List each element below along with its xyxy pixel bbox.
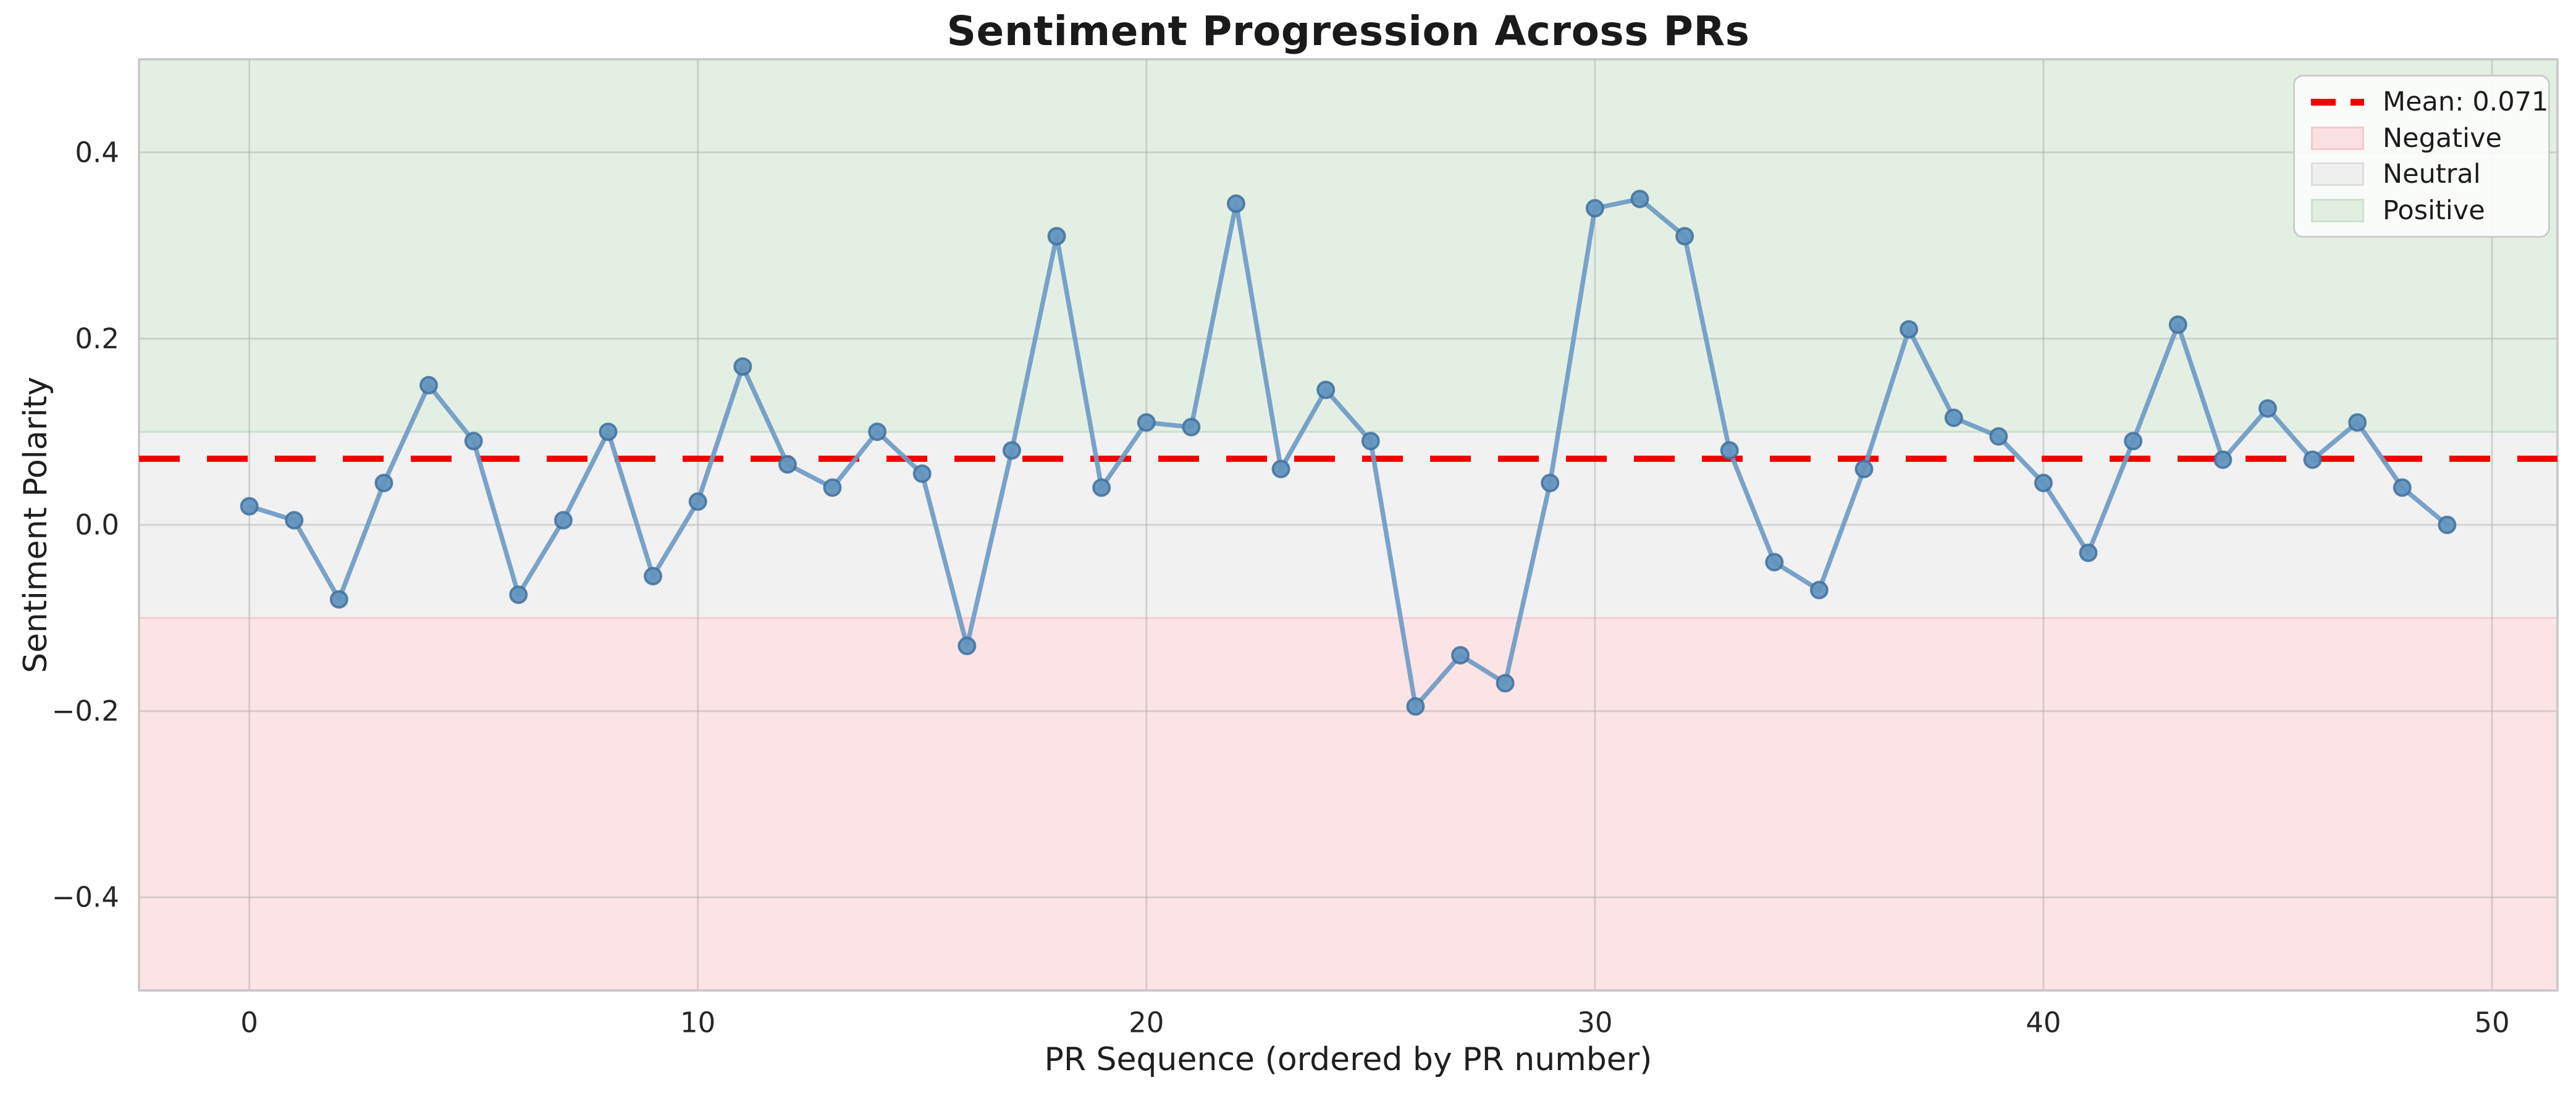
data-point (1361, 432, 1380, 451)
negative-band (139, 618, 2557, 990)
data-point (1720, 441, 1739, 460)
data-point (1451, 646, 1470, 665)
data-point (2348, 413, 2367, 432)
neutral-patch-swatch (2311, 162, 2364, 186)
y-tick-label: 0.4 (75, 136, 119, 169)
data-point (1137, 413, 1156, 432)
data-point (912, 464, 932, 484)
positive-patch-swatch (2311, 198, 2364, 222)
data-point (509, 585, 528, 605)
x-tick-label: 50 (2474, 1007, 2509, 1039)
data-point (599, 422, 618, 442)
data-point (688, 492, 707, 511)
data-point (2124, 432, 2143, 451)
negative-patch-swatch (2311, 126, 2364, 150)
data-point (240, 496, 259, 516)
x-tick-label: 10 (680, 1007, 715, 1039)
data-point (2258, 399, 2277, 418)
data-point (644, 566, 663, 585)
data-point (1944, 408, 1963, 427)
data-point (2303, 450, 2322, 469)
y-tick-label: −0.4 (52, 881, 119, 914)
data-point (285, 511, 304, 530)
legend-label: Positive (2383, 195, 2485, 226)
data-point (1585, 199, 1604, 218)
data-point (778, 454, 797, 474)
data-point (2393, 478, 2412, 497)
x-tick-label: 40 (2026, 1007, 2061, 1039)
data-point (1630, 190, 1649, 209)
data-point (554, 511, 573, 530)
data-point (1047, 227, 1066, 246)
data-point (1002, 441, 1021, 460)
data-point (868, 422, 887, 442)
legend-item-positive: Positive (2311, 195, 2532, 226)
data-point (419, 375, 439, 395)
data-point (1989, 427, 2008, 446)
data-point (1092, 478, 1111, 497)
data-point (2034, 474, 2053, 493)
data-point (733, 357, 752, 376)
chart-title: Sentiment Progression Across PRs (946, 7, 1750, 55)
data-point (1900, 320, 1919, 339)
data-point (1765, 553, 1784, 572)
positive-band (139, 59, 2557, 432)
data-point (464, 432, 483, 451)
data-point (1809, 580, 1829, 600)
data-point (1541, 474, 1560, 493)
data-point (1496, 674, 1515, 693)
data-point (1854, 459, 1874, 479)
data-point (2213, 450, 2233, 469)
legend: Mean: 0.071 Negative Neutral Positive (2293, 75, 2550, 238)
x-axis-title: PR Sequence (ordered by PR number) (1044, 1041, 1652, 1078)
data-point (1182, 417, 1201, 437)
legend-item-neutral: Neutral (2311, 159, 2532, 190)
legend-label: Neutral (2383, 159, 2481, 190)
data-point (1226, 194, 1245, 213)
legend-label: Mean: 0.071 (2383, 86, 2549, 118)
x-tick-label: 20 (1129, 1007, 1164, 1039)
data-point (374, 474, 394, 493)
data-point (958, 637, 977, 656)
data-point (1271, 459, 1290, 479)
data-point (2438, 516, 2457, 534)
x-tick-label: 30 (1577, 1007, 1612, 1039)
legend-item-negative: Negative (2311, 123, 2532, 154)
sentiment-line (246, 196, 2450, 709)
x-tick-label: 0 (240, 1007, 258, 1039)
data-point (329, 590, 348, 609)
legend-label: Negative (2383, 122, 2502, 154)
y-tick-label: 0.2 (75, 322, 119, 355)
plot-border (138, 58, 2559, 992)
y-tick-label: 0.0 (75, 509, 119, 542)
data-point (1675, 227, 1694, 246)
y-axis-title: Sentiment Polarity (17, 377, 54, 673)
data-point (2079, 543, 2098, 563)
legend-item-mean-0-071: Mean: 0.071 (2311, 86, 2548, 117)
dashed-line-swatch (2311, 98, 2364, 106)
y-tick-label: −0.2 (52, 695, 119, 727)
data-point (1316, 380, 1336, 400)
data-point (2168, 315, 2187, 334)
data-point (1406, 697, 1425, 716)
data-point (823, 478, 842, 497)
neutral-band (139, 432, 2557, 618)
